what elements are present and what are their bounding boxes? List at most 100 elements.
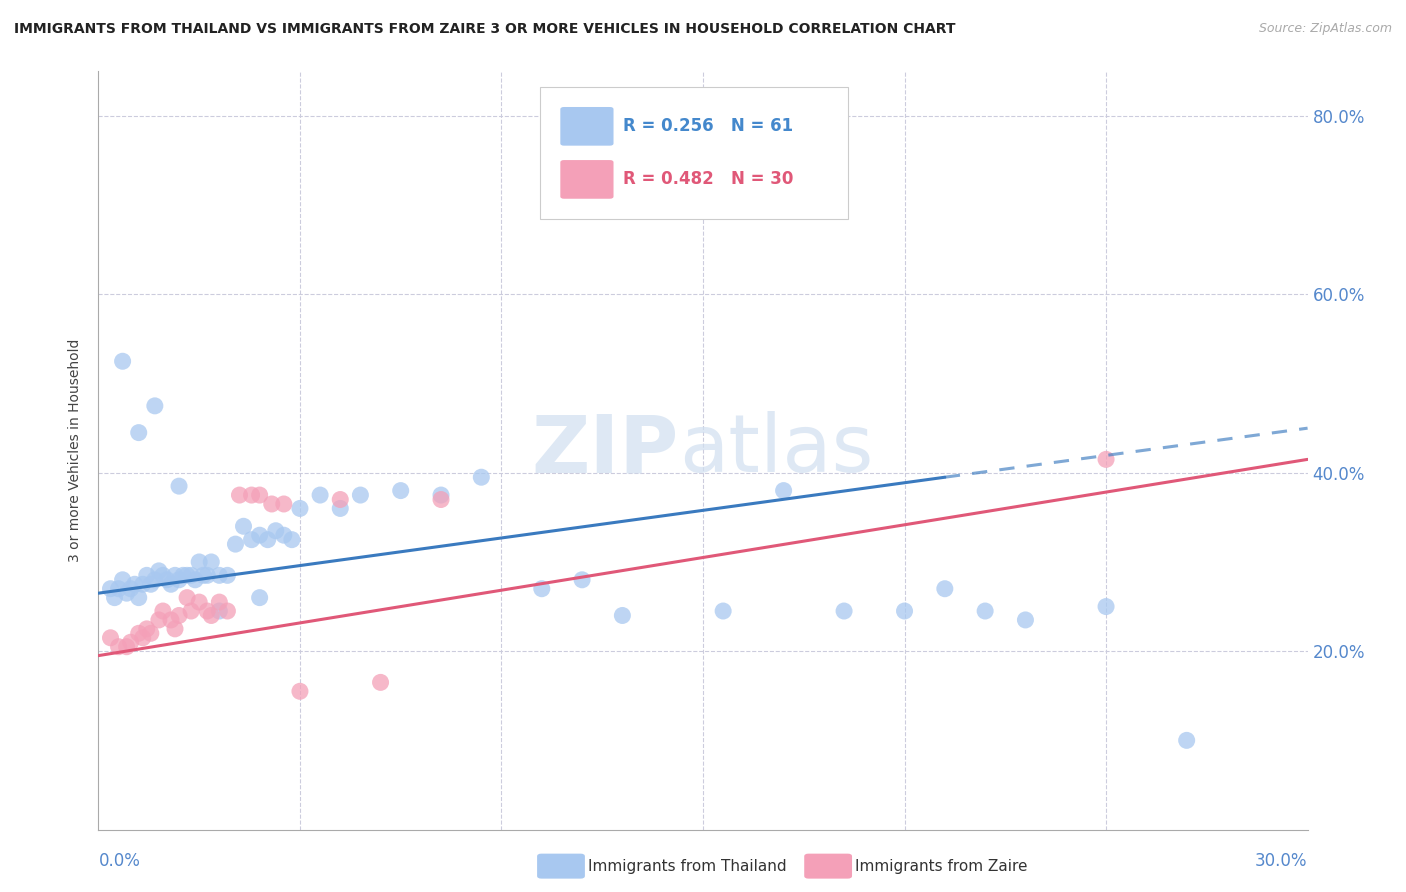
Point bbox=[571, 573, 593, 587]
Text: 30.0%: 30.0% bbox=[1256, 852, 1308, 870]
Point bbox=[1095, 599, 1118, 614]
Point bbox=[329, 492, 352, 507]
Point bbox=[163, 622, 186, 636]
Point bbox=[893, 604, 915, 618]
Point bbox=[172, 568, 194, 582]
Point bbox=[208, 604, 231, 618]
Point bbox=[120, 582, 142, 596]
Point bbox=[232, 519, 254, 533]
Point bbox=[281, 533, 304, 547]
Point bbox=[832, 604, 855, 618]
Point bbox=[180, 604, 202, 618]
Y-axis label: 3 or more Vehicles in Household: 3 or more Vehicles in Household bbox=[69, 339, 83, 562]
Point bbox=[143, 573, 166, 587]
Point bbox=[1014, 613, 1036, 627]
Point bbox=[111, 573, 134, 587]
Point bbox=[329, 501, 352, 516]
Text: Immigrants from Thailand: Immigrants from Thailand bbox=[588, 859, 786, 873]
Point bbox=[128, 591, 150, 605]
Point bbox=[124, 577, 146, 591]
Point bbox=[143, 399, 166, 413]
Point bbox=[256, 533, 278, 547]
Text: ZIP: ZIP bbox=[531, 411, 679, 490]
FancyBboxPatch shape bbox=[561, 160, 613, 199]
Point bbox=[309, 488, 332, 502]
Point bbox=[132, 631, 155, 645]
Point bbox=[152, 604, 174, 618]
Point bbox=[217, 604, 239, 618]
Point bbox=[139, 577, 162, 591]
Point bbox=[120, 635, 142, 649]
Point bbox=[200, 555, 222, 569]
Point bbox=[273, 497, 295, 511]
Point bbox=[934, 582, 956, 596]
Point bbox=[612, 608, 634, 623]
Point bbox=[228, 488, 250, 502]
Point bbox=[1095, 452, 1118, 467]
Point bbox=[188, 555, 211, 569]
Text: R = 0.256   N = 61: R = 0.256 N = 61 bbox=[623, 117, 793, 135]
Point bbox=[167, 479, 190, 493]
Point bbox=[148, 564, 170, 578]
Point bbox=[167, 608, 190, 623]
Text: 0.0%: 0.0% bbox=[98, 852, 141, 870]
Point bbox=[115, 586, 138, 600]
Point bbox=[193, 568, 215, 582]
Point bbox=[249, 528, 271, 542]
Point bbox=[530, 582, 553, 596]
Point bbox=[100, 631, 122, 645]
Point bbox=[711, 604, 734, 618]
Text: Immigrants from Zaire: Immigrants from Zaire bbox=[855, 859, 1028, 873]
Point bbox=[249, 488, 271, 502]
Point bbox=[217, 568, 239, 582]
Point bbox=[103, 591, 125, 605]
Text: IMMIGRANTS FROM THAILAND VS IMMIGRANTS FROM ZAIRE 3 OR MORE VEHICLES IN HOUSEHOL: IMMIGRANTS FROM THAILAND VS IMMIGRANTS F… bbox=[14, 22, 956, 37]
Point bbox=[111, 354, 134, 368]
Point bbox=[430, 488, 453, 502]
Point bbox=[249, 591, 271, 605]
FancyBboxPatch shape bbox=[561, 107, 613, 145]
Point bbox=[180, 568, 202, 582]
Text: R = 0.482   N = 30: R = 0.482 N = 30 bbox=[623, 170, 793, 188]
Point bbox=[160, 613, 183, 627]
Point bbox=[200, 608, 222, 623]
Point bbox=[160, 577, 183, 591]
FancyBboxPatch shape bbox=[540, 87, 848, 219]
Point bbox=[132, 577, 155, 591]
Point bbox=[260, 497, 283, 511]
Point bbox=[195, 568, 218, 582]
Point bbox=[135, 568, 157, 582]
Point bbox=[100, 582, 122, 596]
Point bbox=[176, 591, 198, 605]
Point bbox=[470, 470, 492, 484]
Point bbox=[208, 568, 231, 582]
Point bbox=[772, 483, 794, 498]
Point bbox=[139, 626, 162, 640]
Text: Source: ZipAtlas.com: Source: ZipAtlas.com bbox=[1258, 22, 1392, 36]
Point bbox=[152, 568, 174, 582]
Point bbox=[135, 622, 157, 636]
Point bbox=[115, 640, 138, 654]
Point bbox=[208, 595, 231, 609]
Point bbox=[974, 604, 997, 618]
Point bbox=[128, 626, 150, 640]
Point bbox=[167, 573, 190, 587]
Point bbox=[224, 537, 246, 551]
Point bbox=[176, 568, 198, 582]
Text: atlas: atlas bbox=[679, 411, 873, 490]
Point bbox=[288, 501, 311, 516]
Point bbox=[389, 483, 412, 498]
Point bbox=[1175, 733, 1198, 747]
Point bbox=[107, 640, 129, 654]
Point bbox=[184, 573, 207, 587]
Point bbox=[240, 488, 263, 502]
Point bbox=[240, 533, 263, 547]
Point bbox=[264, 524, 287, 538]
Point bbox=[195, 604, 218, 618]
Point bbox=[148, 613, 170, 627]
Point bbox=[107, 582, 129, 596]
Point bbox=[349, 488, 371, 502]
Point bbox=[288, 684, 311, 698]
Point bbox=[188, 595, 211, 609]
Point bbox=[128, 425, 150, 440]
